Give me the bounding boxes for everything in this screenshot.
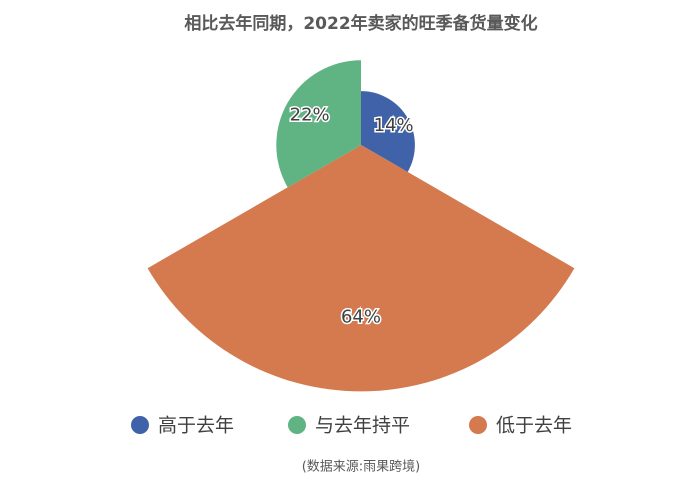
data-label: 14% [374,115,414,136]
legend-marker [288,416,306,434]
legend-label: 高于去年 [158,415,234,437]
rose-slice [147,145,575,392]
legend-marker [469,416,487,434]
rose-slice [361,91,415,172]
legend-marker [131,416,149,434]
data-label: 22% [290,104,330,125]
legend-label: 与去年持平 [315,415,410,437]
rose-slice [276,60,361,188]
data-label: 64% [341,306,381,327]
chart-title: 相比去年同期，2022年卖家的旺季备货量变化 [184,13,537,34]
source-note: (数据来源:雨果跨境) [302,460,421,475]
legend-label: 低于去年 [496,415,572,437]
